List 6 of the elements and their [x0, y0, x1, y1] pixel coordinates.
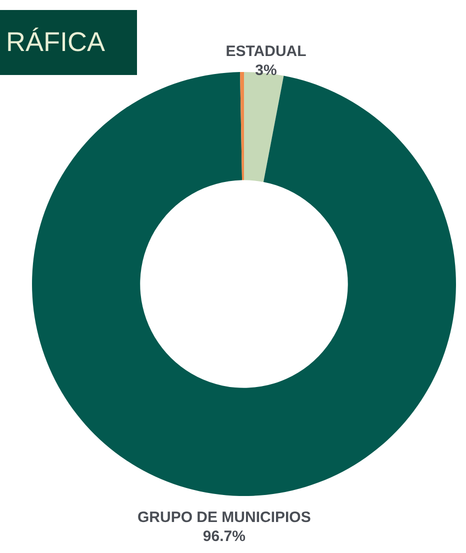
- slice-label: ESTADUAL: [226, 43, 306, 60]
- data-label: 3%: [255, 62, 277, 80]
- donut-slice: [240, 72, 244, 180]
- slice-label: GRUPO DE MUNICIPIOS: [137, 509, 311, 526]
- chart-title: RÁFICA: [6, 27, 106, 57]
- data-label: 96.7%: [202, 528, 246, 546]
